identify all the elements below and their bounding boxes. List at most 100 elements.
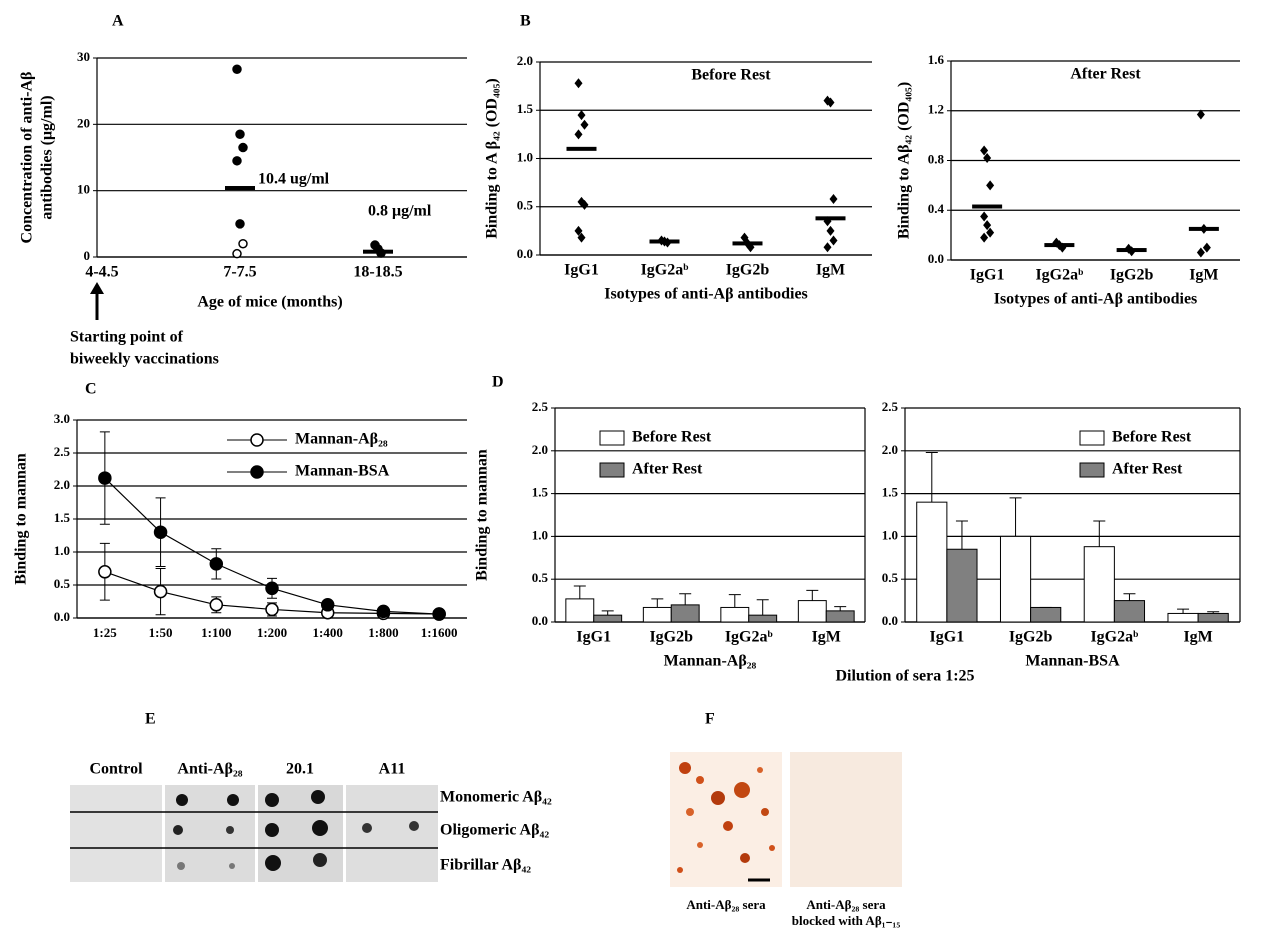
legend-swatch [600,463,624,477]
image-caption: Anti-Aβ₂₈ sera [806,897,886,912]
y-axis-label: Binding to A β₄₂ (OD₄₀₅) [484,78,501,238]
column-label: A11 [379,761,406,778]
y-tick-label: 2.5 [532,399,549,414]
data-point [266,603,278,615]
data-point [239,144,247,152]
y-tick-label: 2.0 [882,442,898,457]
blot-dot [176,794,188,806]
stain-blob [723,821,733,831]
row-label: Monomeric Aβ₄₂ [440,789,552,806]
data-point [233,65,241,73]
x-tick-label: 18-18.5 [353,264,402,281]
y-tick-label: 1.0 [882,527,898,542]
legend-label: Before Rest [1112,429,1192,446]
data-point [233,250,241,258]
error-bar [679,594,691,605]
data-point [980,211,988,221]
y-tick-label: 0.0 [532,613,548,628]
error-bar [651,599,663,608]
y-tick-label: 0.5 [532,570,549,585]
error-bar [1123,594,1135,601]
y-tick-label: 2.5 [882,399,899,414]
mean-bar [733,241,763,245]
y-tick-label: 1.5 [882,485,899,500]
data-point [99,472,111,484]
y-tick-label: 20 [77,115,90,130]
error-bar [574,586,586,599]
y-tick-label: 0.0 [54,609,70,624]
data-point [99,566,111,578]
x-tick-label: IgG1 [564,262,599,279]
error-bar [926,453,938,503]
data-point [233,157,241,165]
x-tick-label: 1:1600 [421,625,458,640]
blot-dot [229,863,235,869]
blot-dot [311,790,325,804]
stain-images [670,752,902,887]
annotation: 10.4 ug/ml [258,171,330,188]
legend-label: Mannan-Aβ₂₈ [295,431,388,448]
stain-blob [757,767,763,773]
image-caption: Anti-Aβ₂₈ sera [686,897,766,912]
stain-blob [696,776,704,784]
y-tick-label: 1.0 [517,149,533,164]
error-bar [806,590,818,600]
bar [1198,613,1228,622]
blot-dot [265,793,279,807]
data-point [827,226,835,236]
panel-label: A [112,13,124,30]
bar [798,601,826,622]
x-tick-label: 1:400 [313,625,343,640]
x-tick-label: 1:200 [257,625,287,640]
data-point [433,608,445,620]
stain-blob [734,782,750,798]
blot-dot [313,853,327,867]
data-point [575,129,583,139]
y-tick-label: 0.8 [928,151,945,166]
x-tick-label: 7-7.5 [223,264,256,281]
y-tick-label: 1.0 [532,527,548,542]
mean-bar [567,147,597,151]
stain-blob [679,762,691,774]
data-point [1197,248,1205,258]
data-point [236,220,244,228]
blot-dot [265,823,279,837]
error-bar [729,595,741,608]
bar [1114,601,1144,622]
y-tick-label: 2.0 [54,477,70,492]
legend-swatch [600,431,624,445]
mean-bar [225,186,255,190]
error-bar [1010,498,1022,537]
column-label: Control [89,761,143,778]
x-tick-label: 4-4.5 [85,264,118,281]
x-axis-label: Isotypes of anti-Aβ antibodies [994,291,1198,308]
column-label: Anti-Aβ₂₈ [177,761,242,778]
x-tick-label: 1:50 [149,625,173,640]
data-point [322,599,334,611]
blot-strip [70,785,162,882]
blot-dot [173,825,183,835]
data-point [210,558,222,570]
y-axis-label: Binding to mannan [13,453,30,585]
x-tick-label: IgM [812,629,841,646]
x-tick-label: IgM [816,262,845,279]
error-bar [834,607,846,611]
data-point [830,194,838,204]
data-point [578,110,586,120]
x-tick-label: IgM [1183,629,1212,646]
note: Starting point of [70,329,184,346]
error-bar [757,600,769,615]
data-point [377,605,389,617]
data-point [210,599,222,611]
y-tick-label: 0 [84,248,91,263]
stain-blob [740,853,750,863]
mean-bar [650,239,680,243]
error-bar [1177,609,1189,613]
blot-strip [346,785,438,882]
x-tick-label: IgG2aᵇ [1090,629,1138,646]
mean-bar [972,205,1002,209]
column-label: 20.1 [286,761,314,778]
data-point [830,236,838,246]
data-point [236,130,244,138]
y-tick-label: 1.6 [928,52,945,67]
